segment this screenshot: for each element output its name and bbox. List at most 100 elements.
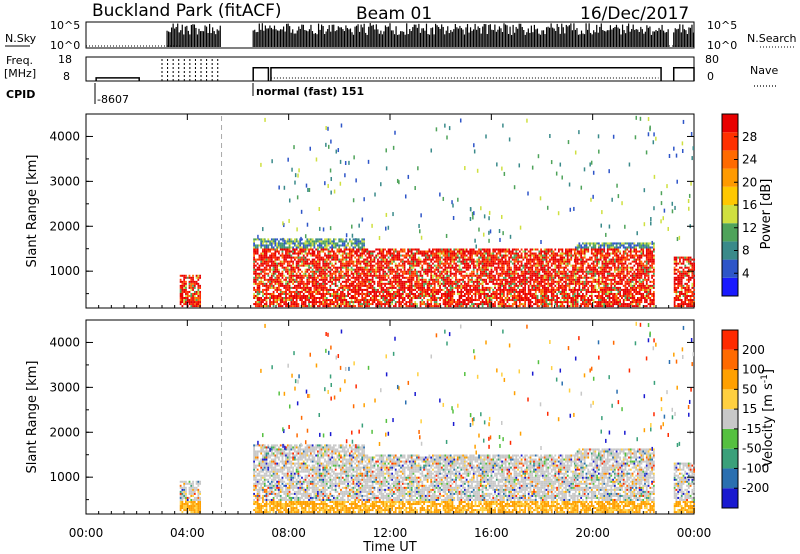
nsky-tick-bottom: 10^0 xyxy=(50,39,80,52)
power-cell xyxy=(421,264,424,267)
power-cell xyxy=(432,299,434,302)
power-cell xyxy=(333,282,335,285)
power-cell xyxy=(186,276,189,279)
power-cell xyxy=(371,264,374,267)
power-cell xyxy=(550,250,553,253)
power-cell xyxy=(329,270,332,273)
power-cell xyxy=(550,252,553,255)
power-cell xyxy=(435,272,438,275)
power-cell xyxy=(357,299,360,302)
power-cell xyxy=(369,284,372,287)
power-cell xyxy=(315,282,318,285)
power-cell xyxy=(515,258,518,261)
power-cell xyxy=(396,294,399,297)
power-cell xyxy=(378,248,381,251)
power-cell xyxy=(338,274,341,277)
power-cell xyxy=(492,294,495,297)
power-cell xyxy=(299,286,302,289)
power-cell xyxy=(449,260,452,263)
power-cell xyxy=(375,272,378,275)
power-cell xyxy=(387,294,390,297)
power-cell xyxy=(347,301,349,304)
power-cell xyxy=(276,258,279,261)
power-cell xyxy=(262,276,264,279)
power-cell xyxy=(497,292,500,295)
power-cell xyxy=(405,256,408,259)
power-cell xyxy=(357,248,360,251)
power-cell xyxy=(538,282,541,285)
power-cell xyxy=(318,260,321,263)
power-cell xyxy=(417,270,420,273)
power-cell xyxy=(561,288,564,291)
power-cell xyxy=(329,280,332,283)
power-cell xyxy=(363,248,365,251)
power-cell xyxy=(550,268,553,271)
power-cell xyxy=(554,290,557,293)
power-cell xyxy=(479,260,482,263)
power-cell xyxy=(348,240,351,243)
power-cell xyxy=(352,284,355,287)
power-cell xyxy=(393,299,395,302)
power-cell xyxy=(451,256,454,259)
power-cell xyxy=(485,264,488,267)
power-cell xyxy=(494,248,496,251)
power-cell xyxy=(565,282,567,285)
power-cell xyxy=(476,276,479,279)
power-cell xyxy=(492,248,495,251)
power-cell xyxy=(345,264,348,267)
power-cell xyxy=(341,238,344,241)
power-cell xyxy=(423,254,425,257)
power-cell xyxy=(561,290,564,293)
power-cell xyxy=(262,262,264,265)
power-cell xyxy=(311,268,314,271)
power-cell xyxy=(565,270,567,273)
power-cell xyxy=(529,292,532,295)
power-cell xyxy=(478,268,480,271)
power-cell xyxy=(435,248,438,251)
power-cell xyxy=(453,258,456,261)
power-cell xyxy=(302,244,305,247)
power-cell xyxy=(320,242,323,245)
power-cell xyxy=(545,278,548,281)
power-cell xyxy=(561,260,564,263)
power-cell xyxy=(448,280,450,283)
power-cell xyxy=(336,270,339,273)
power-cell xyxy=(378,262,381,265)
power-cell xyxy=(437,303,440,306)
power-cell xyxy=(304,248,307,251)
power-cell xyxy=(578,282,581,285)
power-cell xyxy=(359,266,362,269)
power-cell xyxy=(199,303,202,306)
power-cell xyxy=(559,301,562,304)
power-cell xyxy=(559,284,562,287)
power-cell xyxy=(490,254,493,257)
power-cell xyxy=(285,288,287,291)
power-cell xyxy=(462,294,464,297)
power-cell xyxy=(254,264,257,267)
power-cell xyxy=(403,256,406,259)
power-cell xyxy=(309,301,312,304)
power-cell xyxy=(557,288,560,291)
power-cell xyxy=(366,256,369,259)
power-cell xyxy=(195,301,198,304)
power-cell xyxy=(424,303,427,306)
power-cell xyxy=(324,242,326,245)
power-cell xyxy=(487,248,489,251)
power-cell xyxy=(547,305,550,308)
power-cell xyxy=(442,294,445,297)
power-cell xyxy=(188,301,191,304)
power-cell xyxy=(281,264,284,267)
power-cell xyxy=(557,286,560,289)
power-cell xyxy=(460,254,463,257)
power-cell xyxy=(352,248,355,251)
power-cell xyxy=(348,278,351,281)
power-cell xyxy=(263,246,266,249)
power-cell xyxy=(557,264,560,267)
power-cell xyxy=(265,282,268,285)
power-cell xyxy=(565,250,567,253)
power-cell xyxy=(311,270,314,273)
power-cell xyxy=(508,264,511,267)
power-cell xyxy=(543,288,546,291)
power-cell xyxy=(340,254,342,257)
power-cell xyxy=(515,303,518,306)
